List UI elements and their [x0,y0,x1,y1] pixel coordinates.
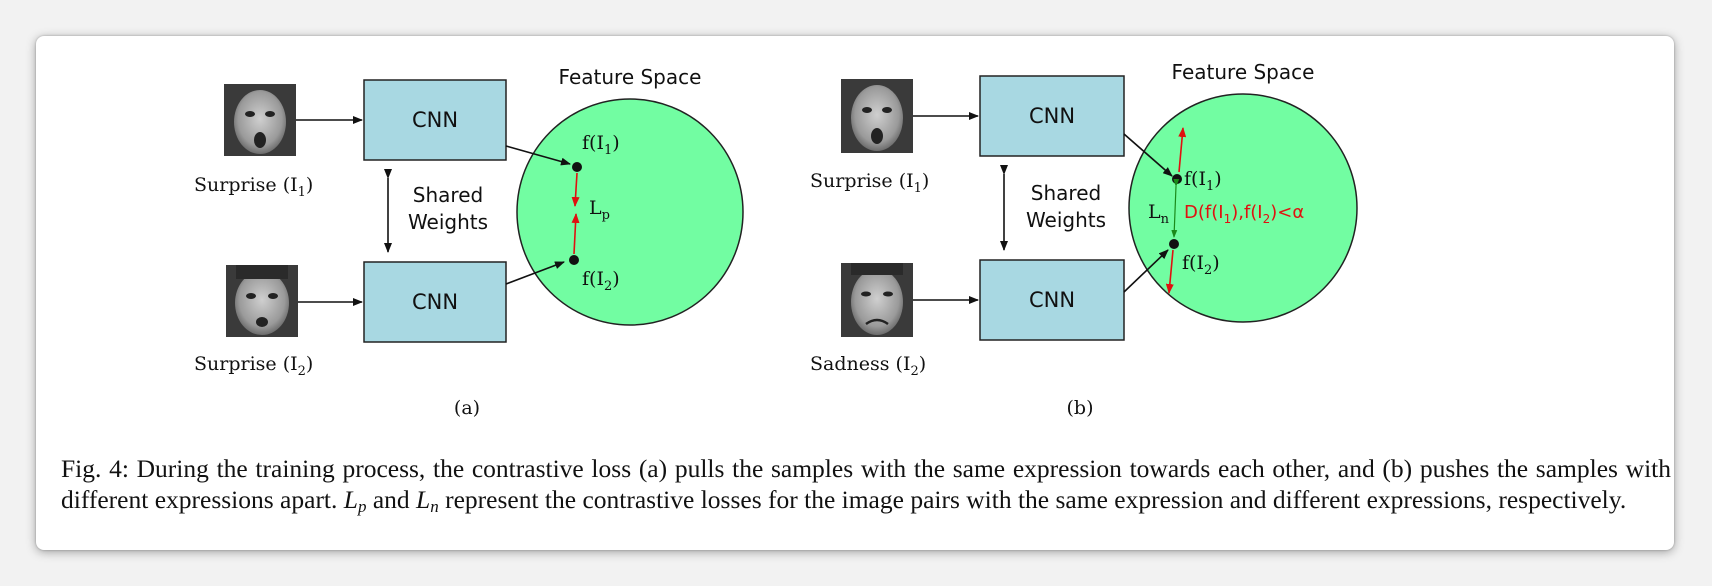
shared-weights-label-b1: Shared [1031,181,1101,205]
loss-label-a: Lp [589,197,610,223]
panel-a: Surprise (I1) Surprise (I2) CNN CNN Shar… [194,65,744,419]
cnn-box-b-bottom [979,259,1125,341]
figure-diagram: Surprise (I1) Surprise (I2) CNN CNN Shar… [194,60,1358,419]
cnn-box-b-top [979,75,1125,157]
loss-label-b: Ln [1148,201,1170,227]
feature-point-label-b1: f(I1) [1184,168,1222,194]
panel-label-b: (b) [1067,397,1094,419]
face-label-a1: Surprise (I1) [194,174,313,200]
figure-caption: Fig. 4: During the training process, the… [61,454,1671,516]
feature-space-label-a: Feature Space [559,65,702,89]
cnn-label-a-top: CNN [412,108,458,132]
face-label-a2: Surprise (I2) [194,353,313,379]
feature-point-b2 [1169,239,1179,249]
push-arrow-b-up [1178,127,1187,173]
face-label-b2: Sadness (I2) [810,353,926,379]
arrow-cnn-to-feature-b1 [1123,133,1173,177]
face-photo-sadness-bottom-b [841,263,913,337]
cnn-label-b-bottom: CNN [1029,288,1075,312]
margin-constraint-label: D(f(I1),f(I2)<α [1184,202,1304,226]
push-arrow-b-down [1165,249,1174,294]
distance-arrow-b [1171,178,1180,238]
face-photo-surprise-bottom-a [226,265,298,337]
figure-card: Surprise (I1) Surprise (I2) CNN CNN Shar… [36,36,1674,550]
feature-point-label-a2: f(I2) [582,268,620,294]
feature-point-b1 [1172,174,1182,184]
cnn-label-b-top: CNN [1029,104,1075,128]
face-label-b1: Surprise (I1) [810,170,929,196]
arrow-cnn-to-feature-b2 [1123,249,1169,293]
feature-point-label-b2: f(I2) [1182,252,1220,278]
feature-point-a2 [569,255,579,265]
shared-weights-label-a1: Shared [413,183,483,207]
feature-point-label-a1: f(I1) [582,132,620,158]
panel-label-a: (a) [454,397,480,419]
feature-space-label-b: Feature Space [1172,60,1315,84]
shared-weights-label-b2: Weights [1026,208,1106,232]
arrow-cnn-to-feature-a1 [505,145,571,166]
feature-space-circle-a [516,98,744,326]
feature-space-circle-b [1128,93,1358,323]
face-photo-surprise-top-b [841,79,913,153]
cnn-box-a-top [363,79,507,161]
face-photo-surprise-top-a [224,84,296,156]
panel-b: Surprise (I1) Sadness (I2) CNN CNN Share… [810,60,1358,419]
cnn-box-a-bottom [363,261,507,343]
pull-arrow-a-down [571,172,580,207]
pull-arrow-a-up [571,213,580,255]
cnn-label-a-bottom: CNN [412,290,458,314]
feature-point-a1 [572,162,582,172]
arrow-cnn-to-feature-a2 [505,261,565,285]
shared-weights-label-a2: Weights [408,210,488,234]
